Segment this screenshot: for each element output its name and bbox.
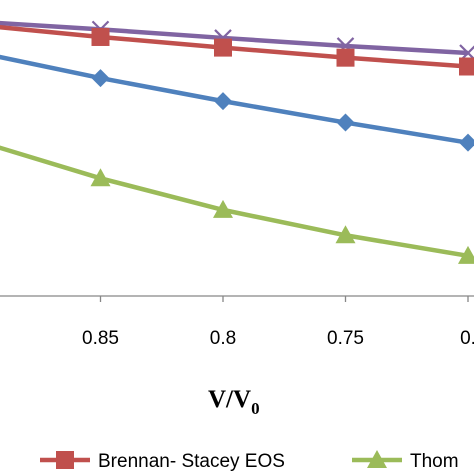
series-line [0,54,469,145]
data-point-diamond [214,92,232,111]
data-point-triangle [335,225,356,244]
x-axis-title-subscript: 0 [251,399,260,418]
legend-entry: Thom [352,450,459,472]
x-tick-label: 0.85 [82,328,119,349]
x-axis-title: V/V0 [208,386,260,418]
data-point-square [214,38,232,57]
data-point-triangle [458,245,474,264]
legend-label: Thom [410,451,459,472]
data-point-diamond [336,113,355,132]
series-line [0,24,469,69]
data-point-triangle [367,450,387,468]
x-axis-title-main: V/V [208,386,251,413]
data-point-triangle [213,199,233,218]
data-point-triangle [90,168,111,187]
data-point-diamond [459,133,474,152]
series-1 [0,24,474,76]
data-point-square [91,27,110,46]
series-0 [0,20,474,62]
data-point-square [56,451,74,469]
x-axis-ticks: 0.85 0.8 0.75 0. [0,295,474,349]
legend: Brennan- Stacey EOS Thom [40,450,459,472]
data-point-diamond [91,69,110,88]
plot-area [0,20,474,264]
x-tick-label: 0.75 [327,328,364,349]
data-point-square [336,48,355,67]
series-3 [0,145,474,264]
x-tick-label: 0.8 [210,328,236,349]
legend-entry: Brennan- Stacey EOS [40,451,285,472]
data-point-square [459,57,474,76]
series-line [0,145,469,259]
x-tick-label: 0. [460,328,474,349]
legend-label: Brennan- Stacey EOS [98,451,285,472]
series-2 [0,54,474,152]
